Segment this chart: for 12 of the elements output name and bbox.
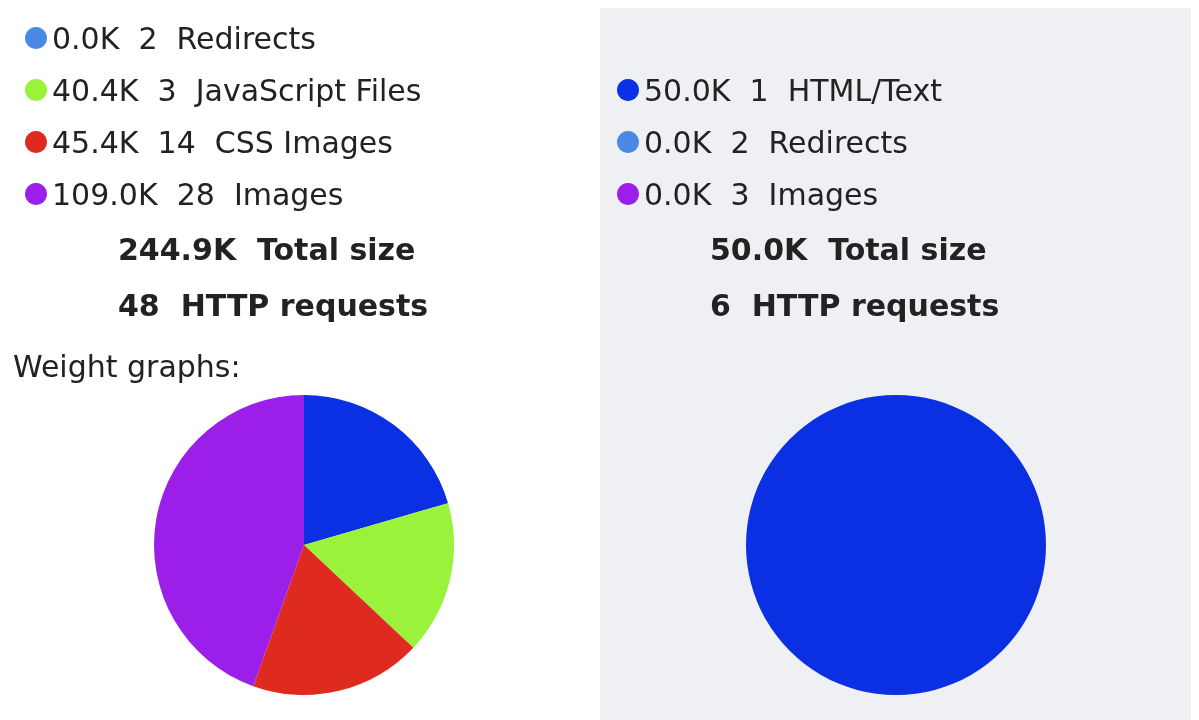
text: 244.9K Total size [118,231,416,267]
text: 48 HTTP requests [118,287,429,323]
text: Weight graphs: [13,348,241,384]
legend-label: 0.0K 3 Images [643,176,878,212]
legend-label: 45.4K 14 CSS Images [52,124,393,160]
text: 6 HTTP requests [709,287,999,323]
legend-label: 109.0K 28 Images [52,176,344,212]
legend-label: 40.4K 3 JavaScript Files [52,72,422,108]
legend-label: 0.0K 2 Redirects [643,124,908,160]
text: 50.0K Total size [709,231,987,267]
legend-label: 50.0K 1 HTML/Text [643,72,942,108]
legend-label: 0.0K 2 Redirects [52,20,316,56]
